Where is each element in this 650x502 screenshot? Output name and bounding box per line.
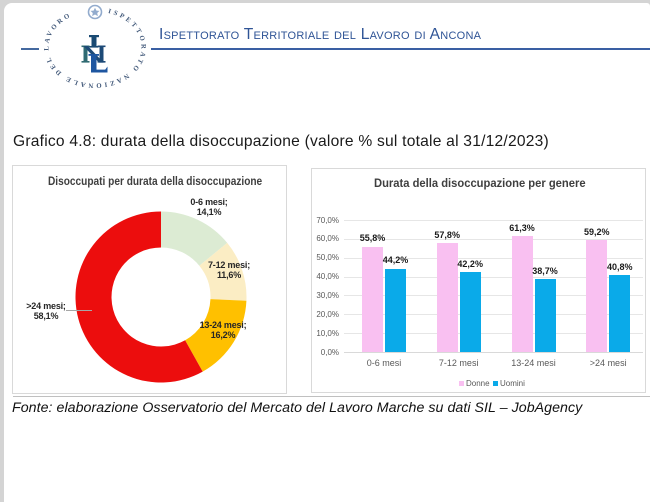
svg-text:ISPETTORATO NAZIONALE DEL LAVO: ISPETTORATO NAZIONALE DEL LAVORO — [43, 8, 146, 89]
